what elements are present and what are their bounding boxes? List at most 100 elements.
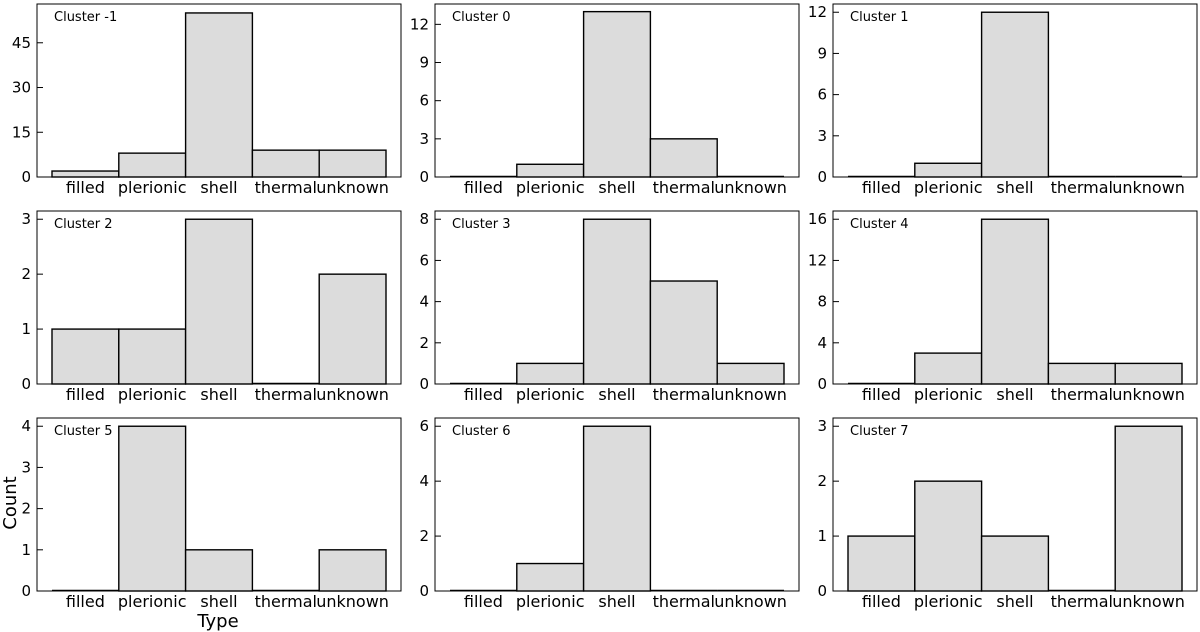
y-tick-label: 3 [419, 130, 429, 148]
bar [184, 12, 254, 178]
x-tick-label: plerionic [118, 592, 187, 611]
panel-title: Cluster 3 [452, 217, 511, 232]
y-tick-label: 16 [808, 210, 827, 228]
bar [318, 549, 387, 592]
x-tick-label: shell [200, 592, 237, 611]
bar [318, 273, 387, 385]
x-tick-label: filled [464, 385, 503, 404]
y-tick-label: 6 [817, 86, 827, 104]
x-tick-label: unknown [714, 385, 787, 404]
y-tick-label: 12 [808, 3, 827, 21]
y-tick-label: 2 [21, 500, 31, 518]
x-tick-label: unknown [1112, 385, 1185, 404]
y-tick-label: 0 [419, 375, 429, 393]
plot-frame [832, 210, 1198, 385]
x-tick-label: unknown [714, 178, 787, 197]
y-tick-label: 2 [419, 334, 429, 352]
x-tick-label: filled [464, 592, 503, 611]
y-tick-label: 0 [21, 375, 31, 393]
x-tick-label: shell [598, 385, 635, 404]
x-tick-label: filled [66, 385, 105, 404]
x-tick-label: unknown [316, 385, 389, 404]
panel-title: Cluster -1 [54, 10, 117, 25]
y-tick-label: 12 [808, 251, 827, 269]
x-tick-label: unknown [1112, 592, 1185, 611]
plot-frame [832, 3, 1198, 178]
bar [251, 149, 320, 178]
bar [118, 328, 187, 385]
bar [1114, 362, 1183, 385]
chart-panel: 0 2 4 6 filled plerionic shell thermal unknown Cl… [419, 417, 800, 611]
y-tick-label: 8 [419, 210, 429, 228]
chart-panel: 0 2 4 6 8 filled plerionic shell thermal unknown C… [419, 210, 800, 404]
y-tick-label: 0 [817, 582, 827, 600]
x-tick-label: shell [598, 592, 635, 611]
chart-panel: 0 4 8 12 16 filled plerionic shell thermal unknow… [808, 210, 1198, 404]
bar [118, 152, 187, 178]
y-tick-label: 3 [21, 458, 31, 476]
y-tick-label: 2 [21, 265, 31, 283]
plot-frame [434, 3, 800, 178]
x-tick-label: unknown [316, 178, 389, 197]
panel-title: Cluster 5 [54, 424, 113, 439]
x-tick-label: shell [996, 592, 1033, 611]
bar [914, 162, 983, 178]
figure-xlabel: Type [196, 611, 238, 632]
plot-frame [832, 417, 1198, 592]
y-tick-label: 0 [817, 168, 827, 186]
bar [914, 480, 983, 592]
x-tick-label: filled [862, 592, 901, 611]
x-tick-label: plerionic [118, 178, 187, 197]
x-tick-label: shell [200, 178, 237, 197]
y-tick-label: 0 [419, 582, 429, 600]
chart-panel: 0 1 2 3 4 filled plerionic shell thermal unknown C… [21, 417, 402, 611]
y-tick-label: 1 [21, 320, 31, 338]
panel-title: Cluster 0 [452, 10, 511, 25]
bar [118, 425, 187, 592]
chart-panel: 0 3 6 9 12 filled plerionic shell thermal unknown… [410, 3, 800, 197]
y-tick-label: 0 [21, 582, 31, 600]
x-tick-label: plerionic [516, 592, 585, 611]
x-tick-label: thermal [653, 385, 715, 404]
x-tick-label: thermal [1051, 592, 1113, 611]
bar [980, 11, 1050, 178]
bar [914, 352, 983, 385]
x-tick-label: unknown [714, 592, 787, 611]
panel-title: Cluster 1 [850, 10, 909, 25]
y-tick-label: 6 [419, 251, 429, 269]
plot-frame [36, 210, 402, 385]
bar [516, 163, 585, 178]
bar [582, 10, 652, 178]
bar [516, 562, 585, 592]
y-tick-label: 3 [817, 127, 827, 145]
chart-panel: 0 15 30 45 filled plerionic shell thermal unknow… [12, 3, 402, 197]
bar [51, 328, 120, 385]
x-tick-label: plerionic [914, 592, 983, 611]
x-tick-label: plerionic [914, 385, 983, 404]
x-tick-label: thermal [255, 592, 317, 611]
plot-frame [434, 210, 800, 385]
x-tick-label: thermal [653, 178, 715, 197]
bar [582, 218, 652, 385]
bar [1114, 425, 1183, 592]
bar [649, 138, 718, 178]
x-tick-label: thermal [255, 385, 317, 404]
plot-frame [36, 3, 402, 178]
x-tick-label: thermal [1051, 178, 1113, 197]
x-tick-label: shell [996, 385, 1033, 404]
bar [716, 362, 785, 385]
x-tick-label: filled [66, 592, 105, 611]
x-tick-label: filled [66, 178, 105, 197]
plot-frame [434, 417, 800, 592]
y-tick-label: 12 [410, 15, 429, 33]
plot-frame [36, 417, 402, 592]
figure-ylabel: Count [0, 476, 21, 529]
panel-title: Cluster 4 [850, 217, 909, 232]
y-tick-label: 4 [419, 293, 429, 311]
y-tick-label: 6 [419, 417, 429, 435]
y-tick-label: 45 [12, 34, 31, 52]
y-tick-label: 3 [817, 417, 827, 435]
bar [51, 170, 120, 178]
y-tick-label: 2 [817, 472, 827, 490]
